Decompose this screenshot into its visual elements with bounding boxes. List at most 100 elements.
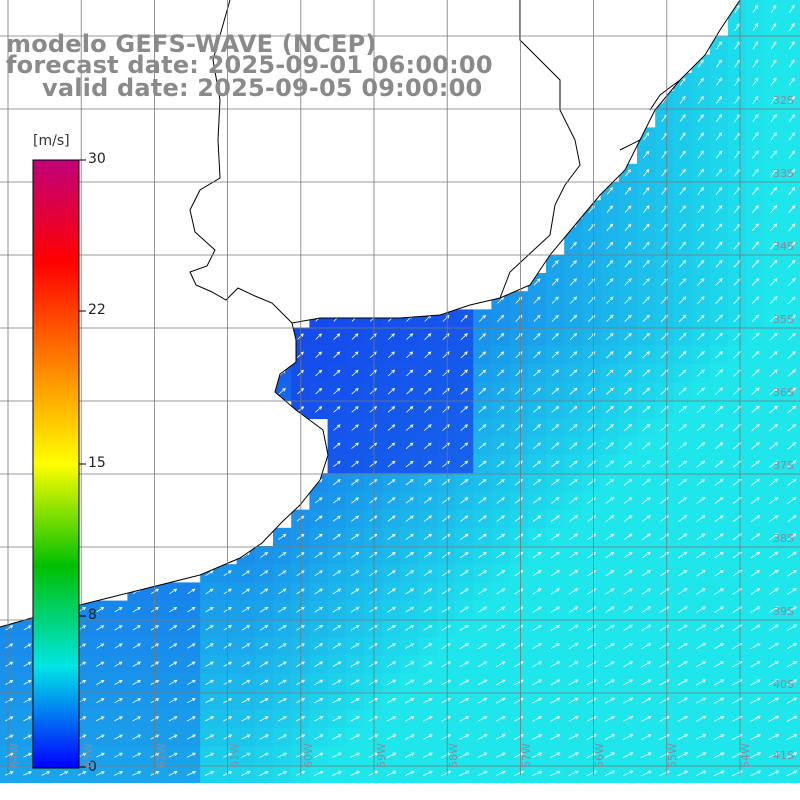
wind-arrow [569,351,578,359]
wind-arrow [296,625,305,631]
wind-arrow [441,624,451,631]
wind-arrow [677,588,688,595]
wind-arrow [550,624,561,631]
wind-arrow [406,333,414,340]
wind-arrow [387,442,396,450]
wind-arrow [715,314,723,323]
wind-arrow [423,570,433,577]
wind-arrow [751,278,760,286]
lat-label: 35S [773,313,794,326]
wind-arrow [351,515,360,522]
wind-arrow [551,333,559,341]
wind-arrow [369,497,378,504]
wind-arrow [605,478,615,486]
wind-arrow [406,369,414,377]
wind-arrow [752,186,759,195]
wind-arrow [550,697,561,704]
wind-arrow [514,697,524,704]
wind-arrow [770,205,778,214]
wind-arrow [623,570,633,577]
wind-arrow [278,552,287,558]
wind-arrow [678,442,687,450]
wind-arrow [350,570,360,577]
wind-arrow [679,95,686,104]
wind-arrow [477,752,488,758]
wind-arrow [78,607,87,613]
wind-arrow [678,460,687,468]
wind-arrow [642,223,650,232]
wind-arrow [751,296,760,304]
wind-arrow [423,624,433,631]
wind-arrow [495,734,506,740]
wind-arrow [205,570,214,577]
wind-arrow [642,460,651,468]
wind-arrow [514,679,524,686]
wind-arrow [278,533,287,540]
wind-arrow [769,515,779,523]
wind-arrow [714,497,724,504]
wind-arrow [423,679,433,686]
wind-arrow [386,770,397,776]
wind-arrow [168,679,178,686]
wind-arrow [679,187,686,195]
wind-arrow [369,424,378,431]
wind-arrow [641,588,651,595]
wind-arrow [769,351,778,359]
wind-arrow [496,515,505,522]
wind-arrow [423,770,433,776]
wind-arrow [459,643,470,649]
wind-arrow [187,643,196,649]
wind-arrow [460,533,469,540]
wind-arrow [241,734,251,740]
wind-arrow [768,734,780,740]
wind-arrow [96,661,105,667]
wind-arrow [332,497,341,504]
wind-arrow [459,570,469,577]
wind-arrow [406,387,414,395]
wind-arrow [23,643,32,649]
wind-arrow [697,296,705,304]
wind-arrow [259,716,269,722]
wind-arrow [641,496,651,504]
wind-arrow [678,314,687,323]
wind-arrow [624,296,632,304]
wind-arrow [350,661,360,667]
wind-arrow [186,771,197,776]
wind-arrow [623,588,633,595]
wind-arrow [132,752,142,758]
wind-arrow [551,460,560,468]
wind-arrow [460,333,468,340]
wind-arrow [368,606,378,613]
wind-arrow [769,278,778,286]
wind-arrow [205,661,214,667]
wind-arrow [715,369,724,377]
wind-arrow [277,752,288,758]
wind-arrow [642,405,651,413]
wind-arrow [623,661,634,668]
wind-arrow [333,333,341,340]
wind-arrow [495,752,506,758]
wind-arrow [315,351,323,358]
wind-arrow [734,4,740,13]
wind-arrow [679,150,686,159]
wind-arrow [715,332,723,341]
wind-arrow [460,369,468,377]
wind-arrow [405,515,414,522]
wind-arrow [677,679,688,686]
wind-arrow [278,570,287,577]
wind-arrow [350,679,360,686]
wind-arrow [532,661,542,668]
lon-label: 54W [739,743,752,768]
wind-arrow [533,296,541,304]
wind-arrow [714,624,725,631]
wind-arrow [496,624,506,631]
wind-arrow [714,460,724,468]
wind-arrow [550,588,560,595]
wind-arrow [752,114,759,123]
wind-arrow [788,296,796,304]
wind-arrow [5,734,14,740]
wind-arrow [478,460,487,468]
wind-arrow [460,406,469,413]
wind-arrow [768,770,780,777]
